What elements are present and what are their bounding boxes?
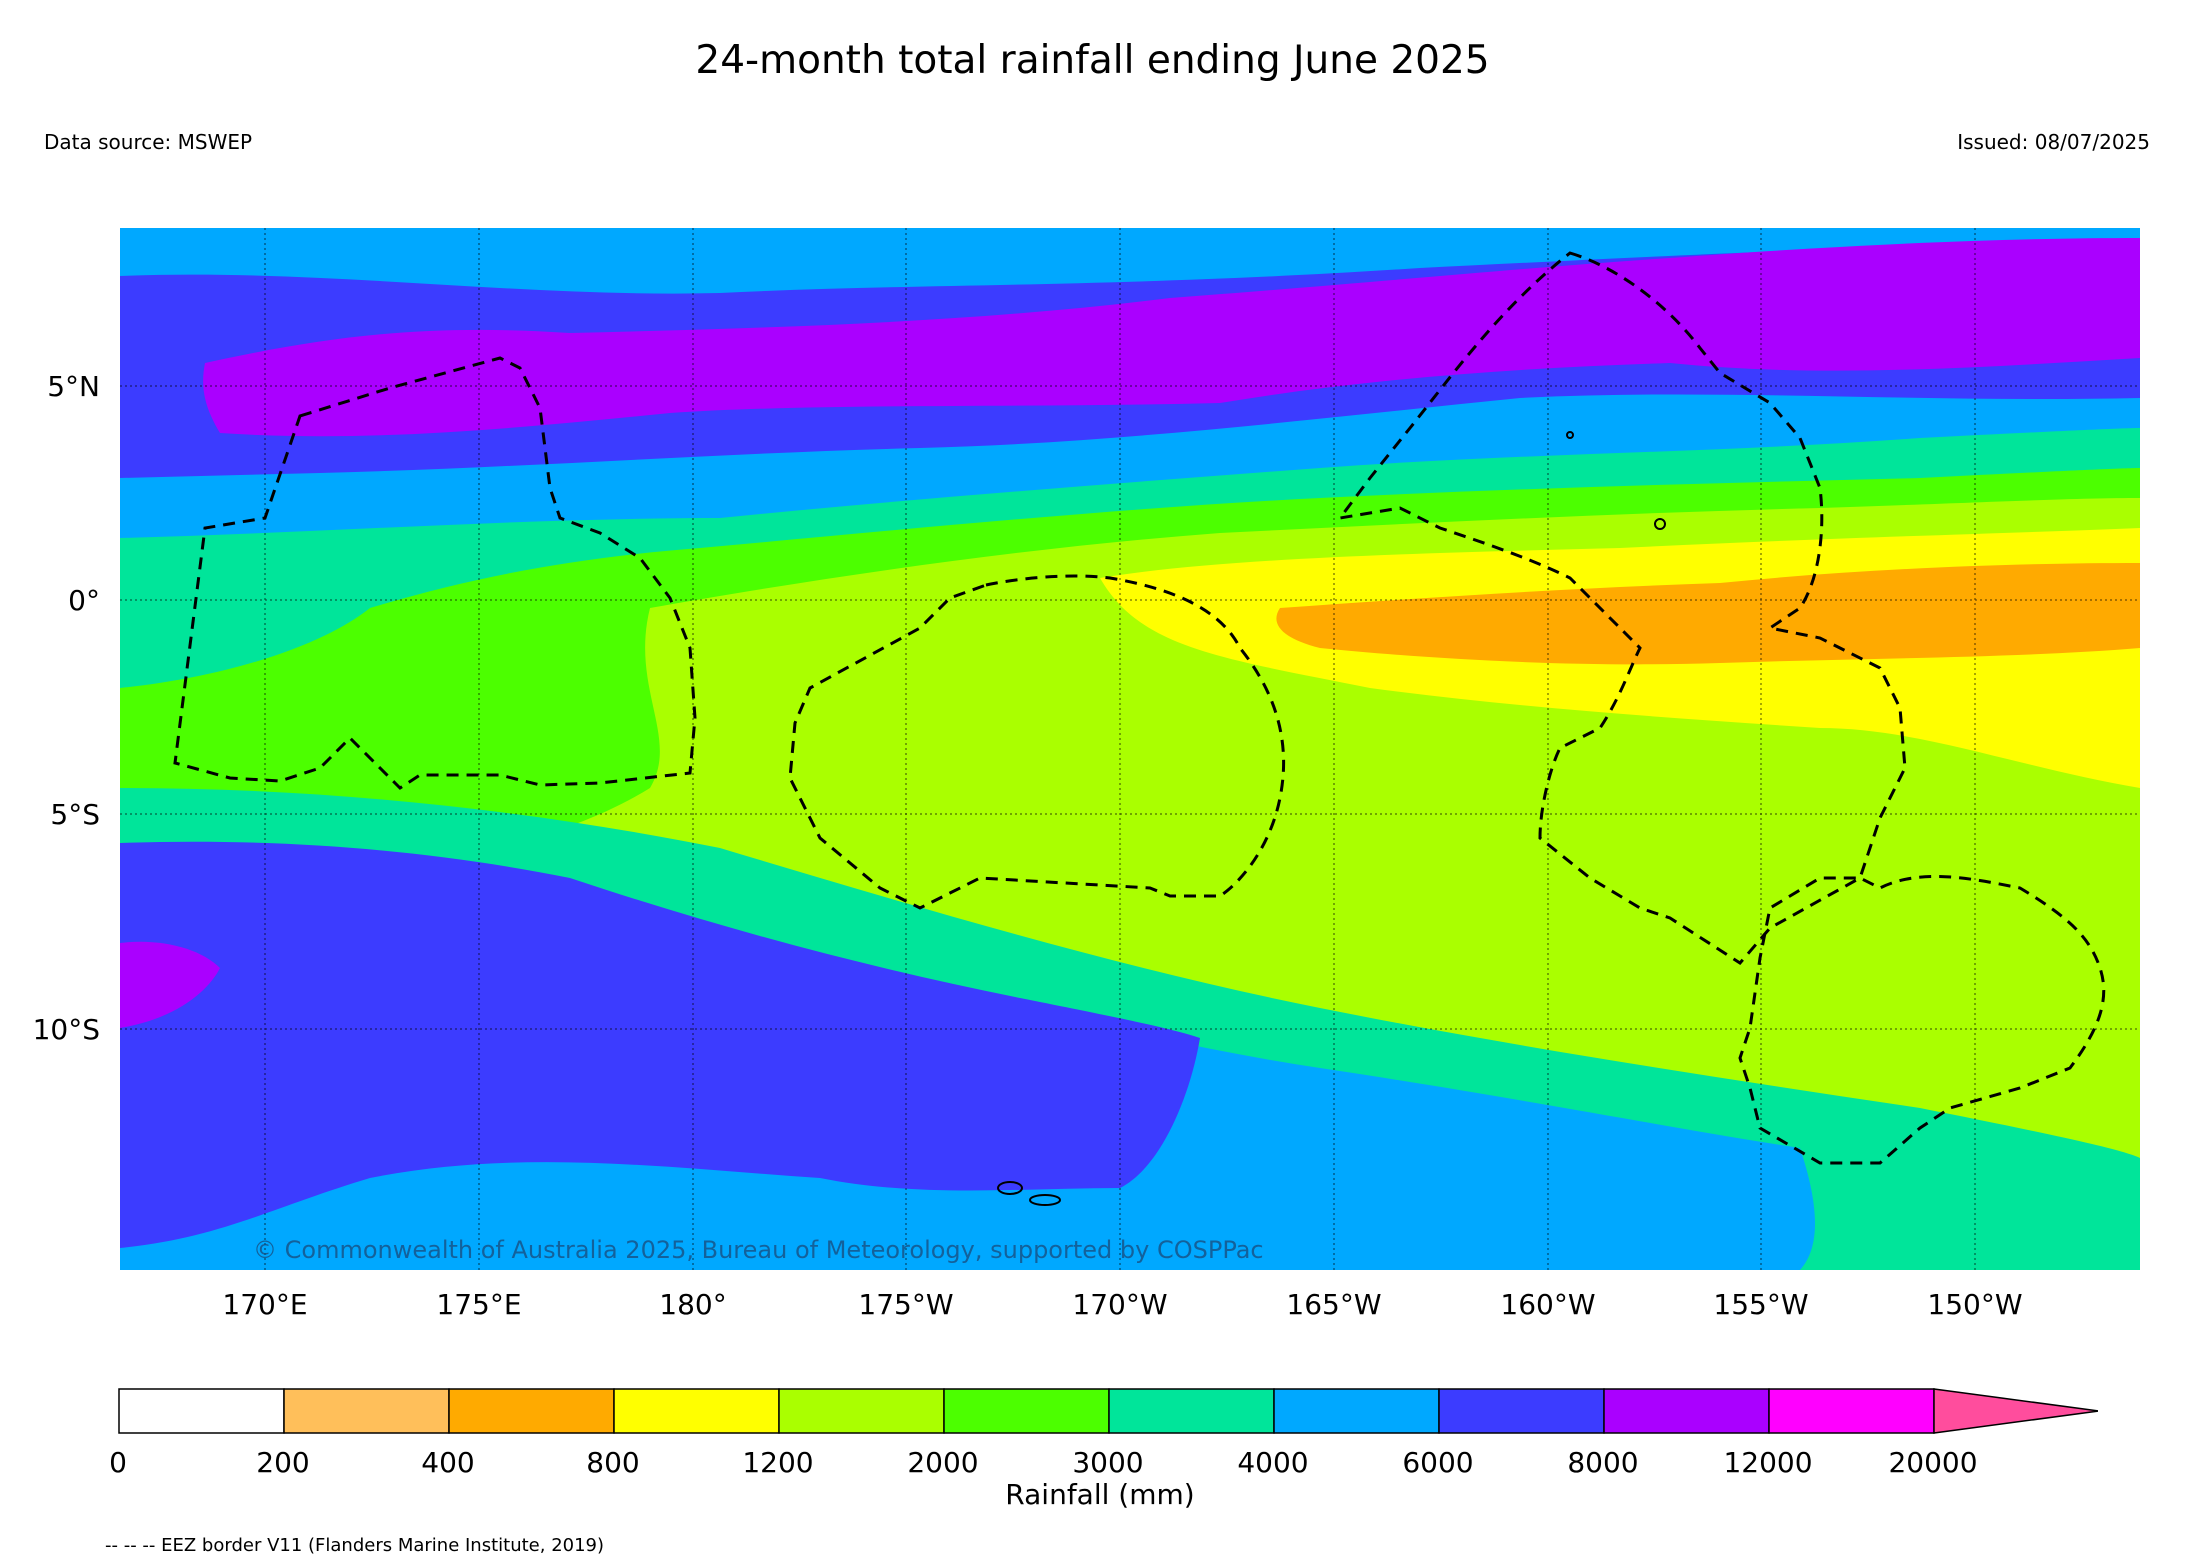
colorbar-cell-9 [1603, 1388, 1770, 1434]
colorbar-cell-7 [1273, 1388, 1440, 1434]
colorbar [118, 1388, 2098, 1434]
band-8000-south [120, 841, 1200, 1248]
eez-border-kiribati-gilbert [173, 356, 697, 790]
colorbar-label-2: 400 [421, 1446, 475, 1479]
colorbar-cell-2 [448, 1388, 615, 1434]
colorbar-cell-3 [613, 1388, 780, 1434]
lon-tick-175w: 175°W [858, 1288, 954, 1321]
eez-border-tokelau-howland [788, 574, 1286, 910]
colorbar-label-4: 1200 [742, 1446, 814, 1479]
lat-tick-5n: 5°N [47, 370, 100, 403]
band-12000-north [203, 238, 2140, 437]
colorbar-label-7: 4000 [1237, 1446, 1309, 1479]
colorbar-label-10: 12000 [1723, 1446, 1813, 1479]
colorbar-label-5: 2000 [907, 1446, 979, 1479]
lat-tick-10s: 10°S [32, 1013, 100, 1046]
lon-tick-170e: 170°E [222, 1288, 308, 1321]
colorbar-cell-4 [778, 1388, 945, 1434]
data-source: Data source: MSWEP [44, 130, 253, 154]
colorbar-label-0: 0 [109, 1446, 127, 1479]
lon-tick-165w: 165°W [1286, 1288, 1382, 1321]
island-3 [1654, 518, 1666, 530]
colorbar-cell-1 [283, 1388, 450, 1434]
lat-tick-0: 0° [68, 584, 100, 617]
colorbar-cell-5 [943, 1388, 1110, 1434]
eez-border-line-islands [1336, 251, 2106, 1165]
colorbar-cell-10 [1768, 1388, 1935, 1434]
colorbar-extension-arrow [1933, 1388, 2098, 1434]
colorbar-label-8: 6000 [1402, 1446, 1474, 1479]
issued-date: Issued: 08/07/2025 [1957, 130, 2150, 154]
island-4 [1566, 431, 1574, 439]
band-12000-south [120, 941, 220, 1028]
rainfall-map: © Commonwealth of Australia 2025, Bureau… [120, 228, 2140, 1270]
colorbar-label-3: 800 [586, 1446, 640, 1479]
lon-tick-180: 180° [659, 1288, 727, 1321]
lat-tick-5s: 5°S [50, 798, 100, 831]
band-800 [1276, 563, 2140, 665]
colorbar-cell-6 [1108, 1388, 1275, 1434]
eez-legend-note: -- -- -- EEZ border V11 (Flanders Marine… [105, 1535, 605, 1556]
map-title: 24-month total rainfall ending June 2025 [695, 38, 1490, 83]
colorbar-label-9: 8000 [1567, 1446, 1639, 1479]
colorbar-cell-0 [118, 1388, 285, 1434]
lon-tick-155w: 155°W [1713, 1288, 1809, 1321]
colorbar-title: Rainfall (mm) [1005, 1478, 1195, 1511]
lon-tick-175e: 175°E [436, 1288, 522, 1321]
colorbar-label-1: 200 [256, 1446, 310, 1479]
lon-tick-160w: 160°W [1500, 1288, 1596, 1321]
island-2 [1029, 1194, 1061, 1206]
lon-tick-170w: 170°W [1072, 1288, 1168, 1321]
colorbar-label-11: 20000 [1888, 1446, 1978, 1479]
lon-tick-150w: 150°W [1927, 1288, 2023, 1321]
colorbar-cell-8 [1438, 1388, 1605, 1434]
island-1 [997, 1181, 1023, 1195]
colorbar-label-6: 3000 [1072, 1446, 1144, 1479]
copyright-text: © Commonwealth of Australia 2025, Bureau… [253, 1236, 1264, 1264]
